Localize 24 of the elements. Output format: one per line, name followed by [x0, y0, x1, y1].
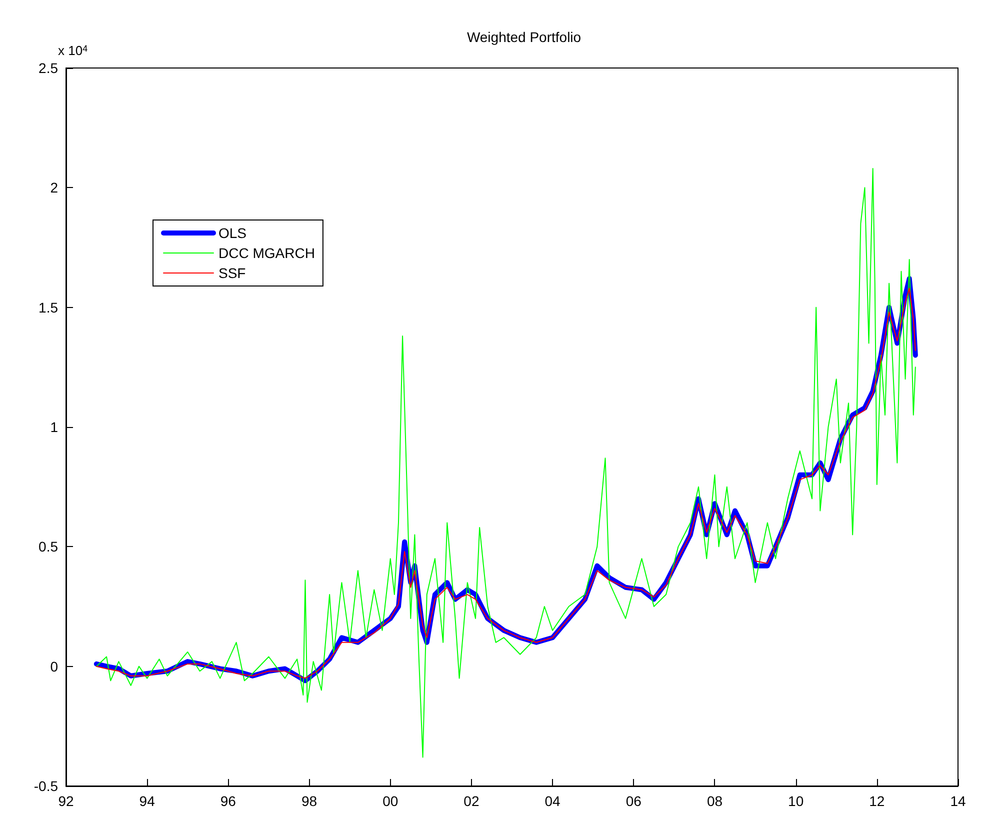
y-tick-label: 2.5: [38, 60, 58, 76]
legend-label: OLS: [218, 225, 247, 241]
y-tick-label: -0.5: [34, 778, 58, 794]
y-tick-label: 0.5: [38, 538, 58, 555]
y-tick-label: 1.5: [38, 299, 58, 316]
y-tick-label: 0: [50, 658, 58, 674]
x-tick-label: 10: [788, 793, 804, 809]
x-tick-label: 96: [220, 793, 236, 809]
legend-label: DCC MGARCH: [218, 245, 315, 261]
x-tick-label: 92: [58, 793, 74, 809]
y-tick-label: 2: [50, 180, 58, 196]
x-tick-label: 08: [706, 793, 723, 809]
x-tick-label: 94: [139, 793, 156, 809]
x-tick-label: 02: [464, 793, 480, 809]
line-series: [96, 168, 916, 758]
x-tick-label: 12: [869, 793, 885, 809]
legend-label: SSF: [218, 265, 246, 281]
x-tick-label: 04: [544, 793, 561, 809]
x-tick-label: 14: [950, 793, 966, 809]
x-tick-label: 00: [382, 793, 398, 809]
chart-title: Weighted Portfolio: [466, 29, 582, 45]
x-tick-label: 06: [626, 793, 642, 809]
x-tick-label: 98: [301, 793, 318, 809]
y-tick-label: 1: [50, 419, 58, 435]
